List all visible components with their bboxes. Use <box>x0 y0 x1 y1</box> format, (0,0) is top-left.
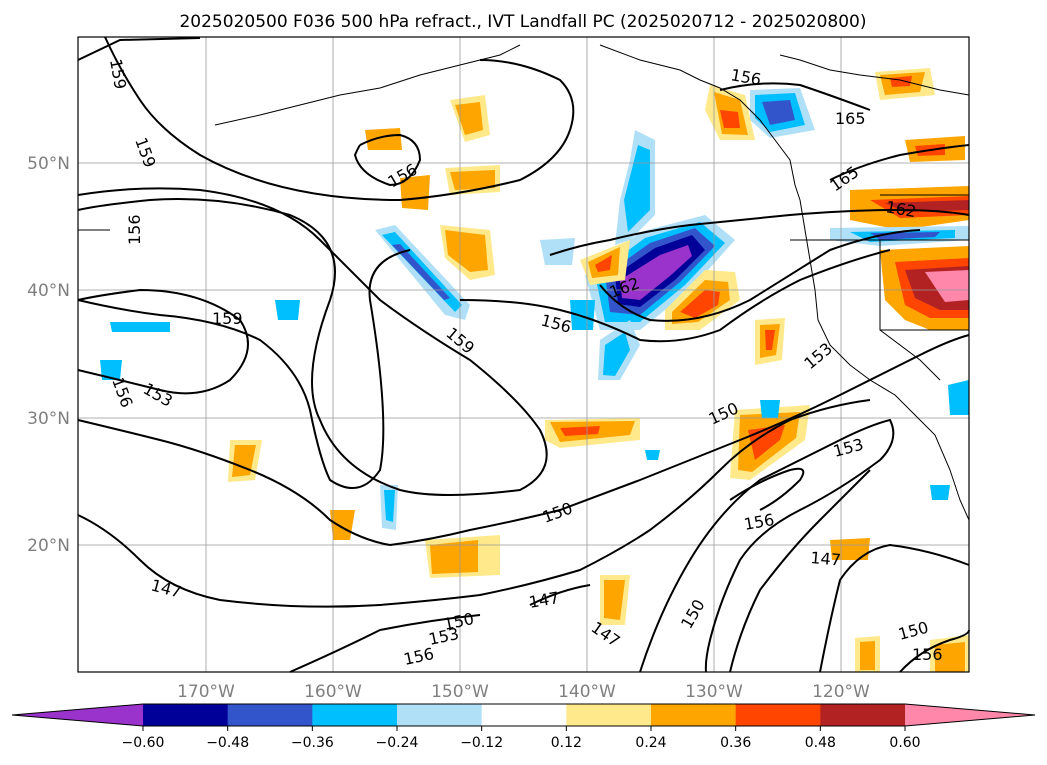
contour-label: 156 <box>912 645 943 664</box>
map-plot <box>77 36 970 673</box>
lon-label-130w: 130°W <box>685 682 743 702</box>
lon-label-170w: 170°W <box>177 682 235 702</box>
colorbar-tick-label: −0.12 <box>460 735 503 751</box>
colorbar-segment <box>566 704 652 726</box>
colorbar-segment <box>481 704 567 726</box>
colorbar-tick-label: −0.36 <box>291 735 334 751</box>
colorbar: −0.60 −0.48 −0.36 −0.24 −0.12 0.12 0.24 0.36 0.4… <box>11 703 1036 751</box>
coastlines <box>78 44 970 521</box>
longitude-labels: 170°W 160°W 150°W 140°W 130°W 120°W <box>177 682 870 702</box>
lon-label-150w: 150°W <box>431 682 489 702</box>
colorbar-segment <box>227 704 313 726</box>
lon-label-120w: 120°W <box>812 682 870 702</box>
colorbar-extend-max <box>905 704 1035 726</box>
colorbar-extend-min <box>12 704 143 726</box>
contour-label: 159 <box>212 309 243 328</box>
lat-label-40: 40°N <box>27 281 70 301</box>
colorbar-tick-label: 0.12 <box>551 735 582 751</box>
colorbar-segment <box>651 704 737 726</box>
colorbar-tick-label: −0.48 <box>206 735 249 751</box>
colorbar-tick-label: 0.48 <box>805 735 836 751</box>
lat-label-30: 30°N <box>27 409 70 429</box>
colorbar-segment <box>312 704 398 726</box>
contour-label: 165 <box>835 109 866 128</box>
contour-label: 147 <box>810 548 842 570</box>
latitude-labels: 50°N 40°N 30°N 20°N <box>27 154 70 556</box>
figure-title: 2025020500 F036 500 hPa refract., IVT La… <box>179 12 866 32</box>
contour-label: 156 <box>125 214 144 245</box>
colorbar-tick-label: −0.60 <box>122 735 165 751</box>
colorbar-tick-label: 0.24 <box>635 735 666 751</box>
colorbar-segment <box>397 704 483 726</box>
colorbar-segment <box>735 704 821 726</box>
lon-label-140w: 140°W <box>558 682 616 702</box>
lon-label-160w: 160°W <box>304 682 362 702</box>
colorbar-tick-label: 0.60 <box>889 735 920 751</box>
colorbar-tick-label: 0.36 <box>720 735 751 751</box>
height-contours <box>77 36 970 673</box>
lat-label-20: 20°N <box>27 536 70 556</box>
lat-label-50: 50°N <box>27 154 70 174</box>
colorbar-tick-label: −0.24 <box>376 735 419 751</box>
colorbar-segment <box>143 704 229 726</box>
colorbar-segment <box>820 704 906 726</box>
